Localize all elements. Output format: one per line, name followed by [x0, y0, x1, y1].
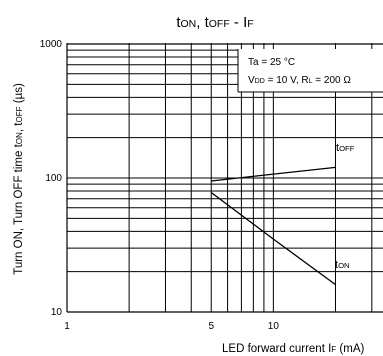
- series-line-toff: [211, 166, 336, 182]
- chart-title: tON, tOFF - IF: [176, 14, 253, 31]
- condition-temperature: Ta = 25 °C: [248, 57, 295, 68]
- y-axis-label: Turn ON, Turn OFF time tON, tOFF (µs): [13, 83, 25, 275]
- y-tick-label: 100: [45, 173, 62, 184]
- series-line-ton: [210, 191, 336, 286]
- series-label-toff: tOFF: [336, 142, 355, 154]
- x-axis-label: LED forward current IF (mA): [222, 343, 364, 355]
- x-tick-label: 1: [64, 321, 70, 332]
- x-tick-label: 10: [268, 321, 280, 332]
- series-group: [210, 166, 336, 286]
- x-tick-label: 5: [208, 321, 214, 332]
- y-tick-label: 1000: [40, 39, 63, 50]
- tick-labels: 10 100 1000 1 5 10: [40, 39, 280, 332]
- conditions-box: Ta = 25 °C VDD = 10 V, RL = 200 Ω: [237, 49, 383, 93]
- series-label-ton: tON: [335, 259, 350, 271]
- condition-voltage-load: VDD = 10 V, RL = 200 Ω: [248, 75, 351, 86]
- y-tick-label: 10: [51, 307, 63, 318]
